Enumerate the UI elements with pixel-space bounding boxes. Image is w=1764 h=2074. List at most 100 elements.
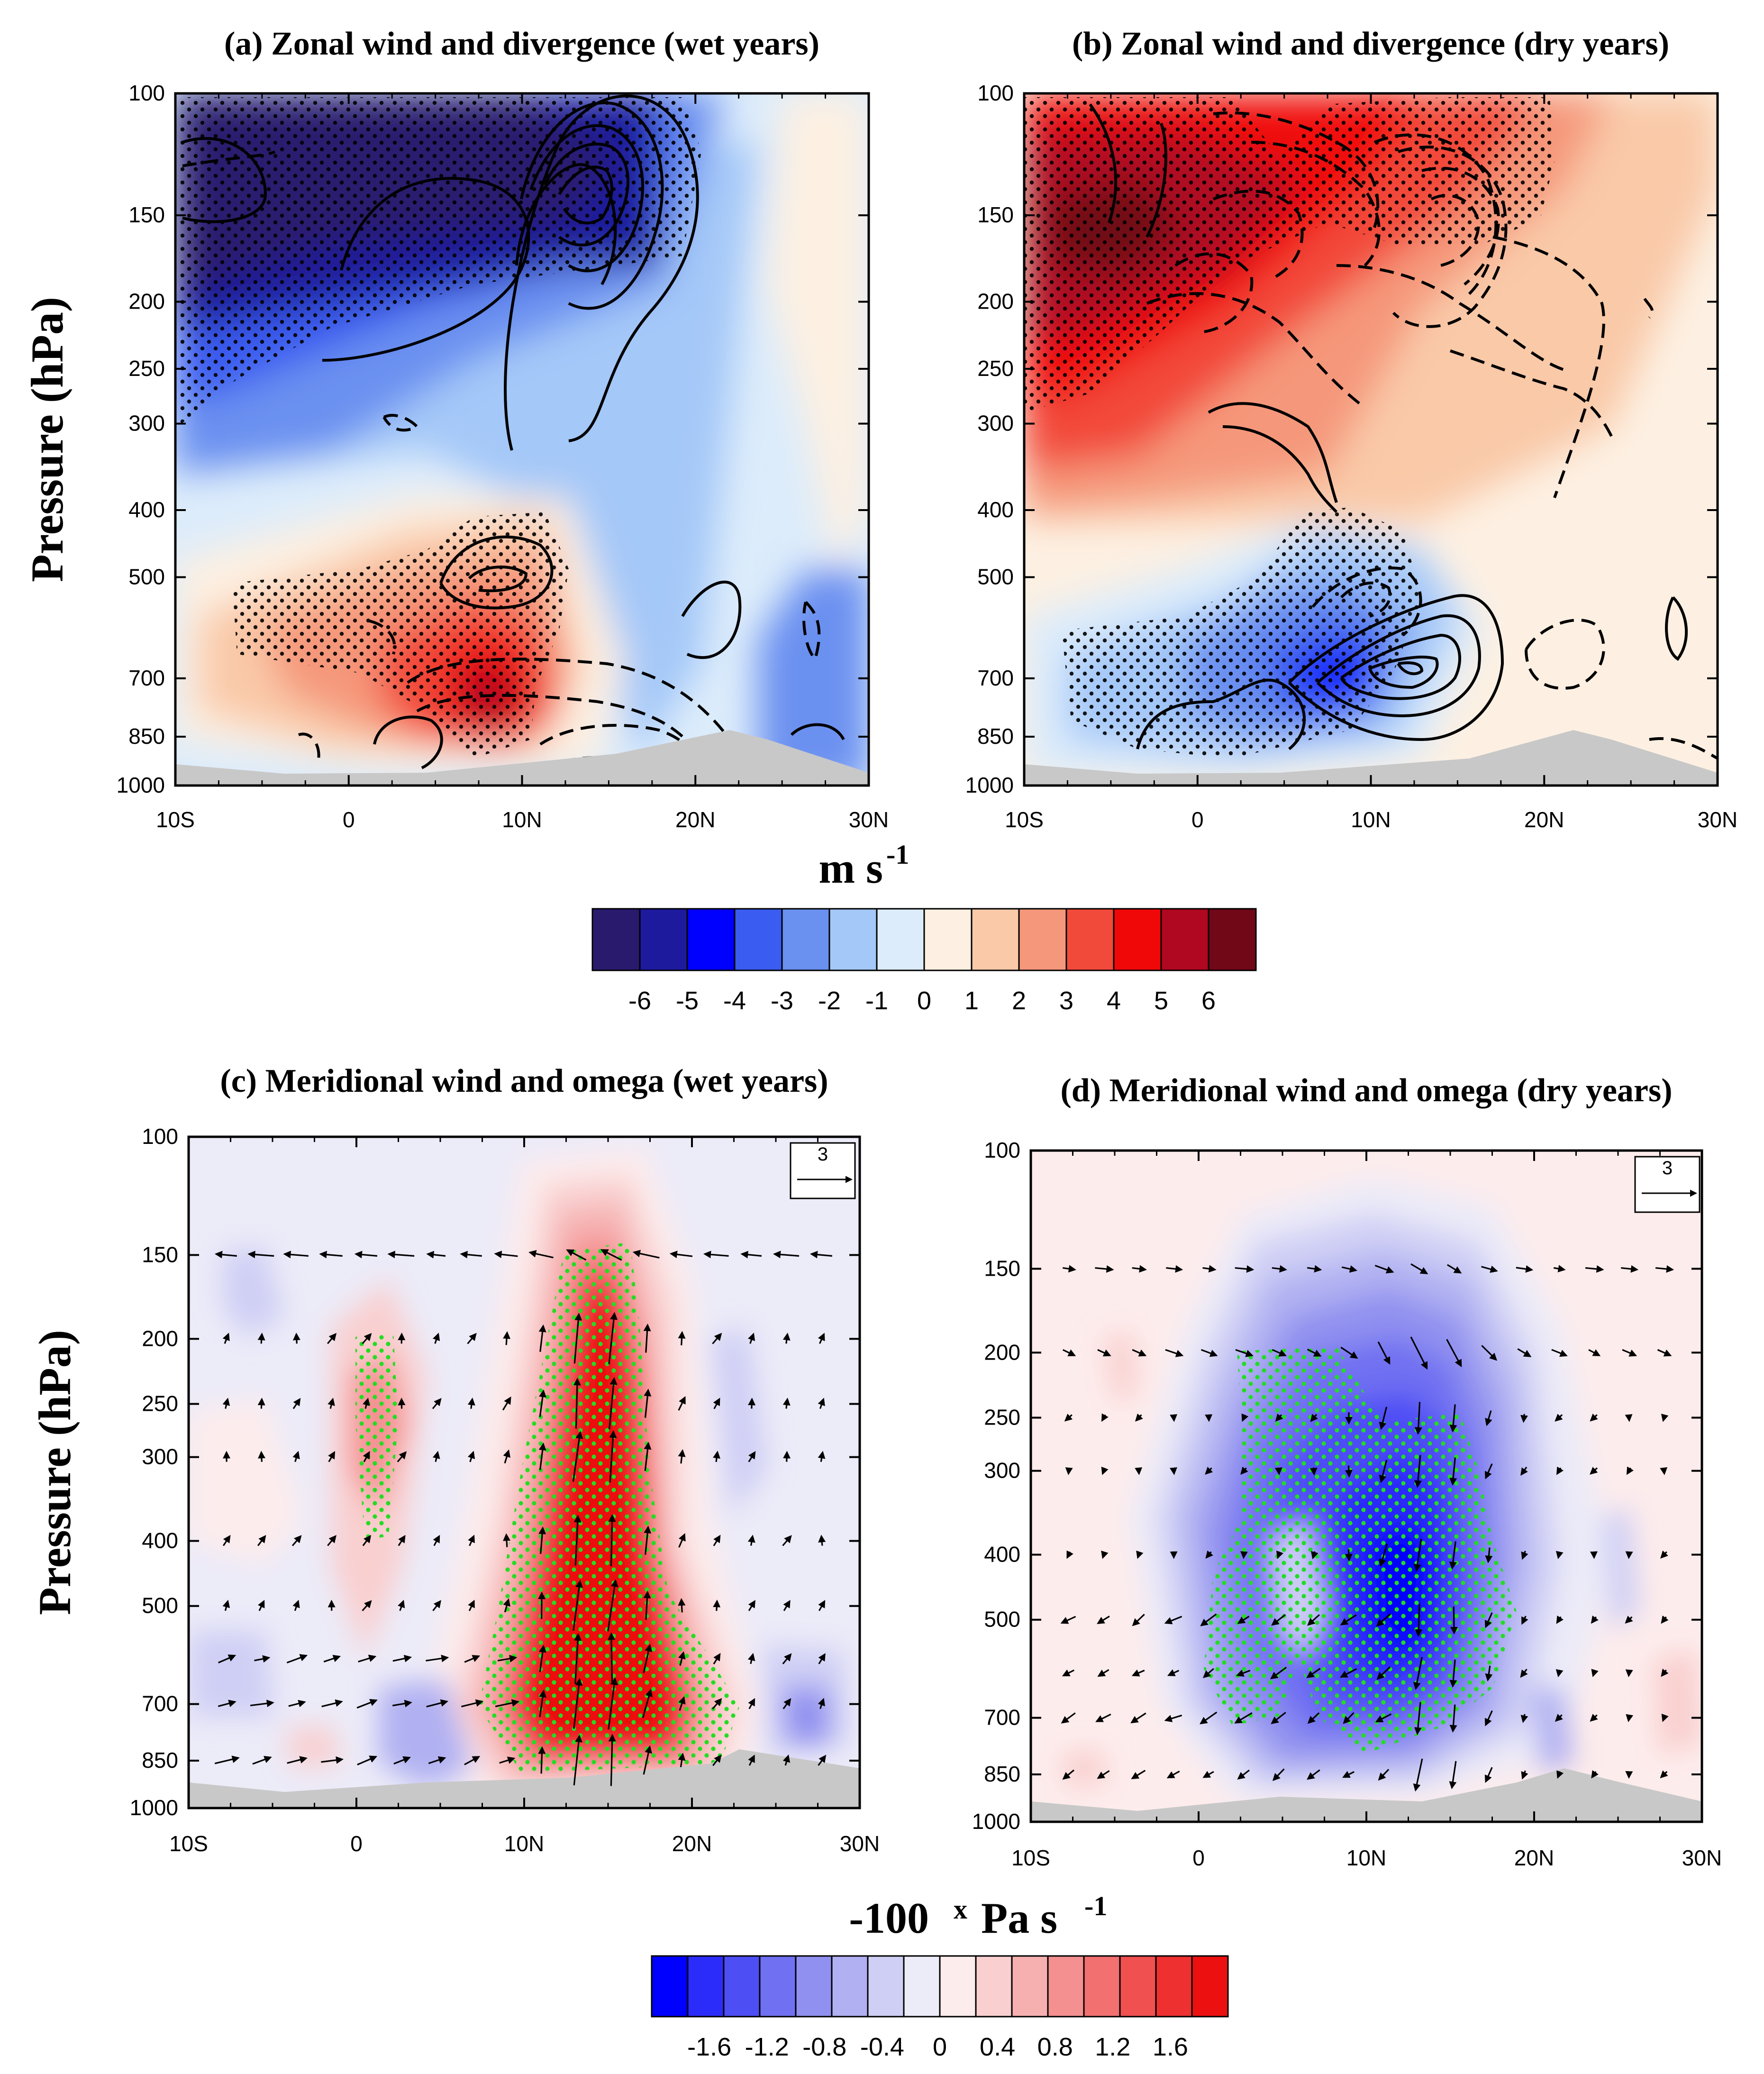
colorbar-swatch	[975, 1955, 1013, 2018]
panel-c-y-tick-label: 100	[142, 1124, 178, 1149]
colorbar-swatch	[1191, 1955, 1229, 2018]
wind-vector	[247, 1251, 274, 1259]
wind-vector	[747, 1535, 755, 1546]
panel-d-wind-vectors	[1060, 1263, 1674, 1792]
colorbar-swatch	[971, 908, 1020, 971]
wind-vector	[503, 1331, 511, 1345]
wind-vector	[1626, 1714, 1634, 1722]
wind-vector	[426, 1654, 449, 1663]
panel-b-x-tick-label: 10S	[1005, 807, 1044, 832]
wind-vector	[1520, 1466, 1528, 1476]
wind-vector	[748, 1599, 755, 1611]
wind-vector	[1485, 1547, 1493, 1563]
wind-vector	[464, 1655, 481, 1663]
wind-vector	[608, 1734, 616, 1786]
colorbar-wind: m s -1 -6 -5 -4 -3 -2 -1 0 1 2 3 4 5 6	[591, 839, 1257, 1015]
colorbar-swatch	[831, 1955, 869, 2018]
wind-vector	[426, 1251, 446, 1259]
wind-vector	[1132, 1614, 1145, 1626]
wind-vector	[1556, 1466, 1564, 1475]
wind-vector	[1661, 1615, 1669, 1624]
wind-vector	[1235, 1265, 1255, 1273]
wind-vector	[1237, 1769, 1250, 1780]
wind-vector	[1276, 1550, 1283, 1559]
wind-vector	[292, 1333, 300, 1344]
wind-vector	[1131, 1770, 1146, 1780]
panel-a-y-tick-label: 150	[128, 202, 165, 227]
wind-vector	[818, 1398, 825, 1409]
colorbar-label: 6	[1201, 987, 1216, 1015]
wind-vector	[678, 1533, 686, 1548]
wind-vector	[1481, 1265, 1498, 1273]
wind-vector	[357, 1755, 378, 1765]
colorbar-swatch	[1011, 1955, 1049, 2018]
wind-vector	[1555, 1669, 1564, 1678]
wind-vector	[292, 1451, 300, 1462]
wind-vector	[502, 1396, 511, 1411]
wind-vector	[250, 1699, 274, 1708]
colorbar-label: -3	[771, 987, 793, 1015]
wind-vector	[1591, 1770, 1599, 1779]
colorbar-swatch	[1155, 1955, 1193, 2018]
wind-vector	[773, 1251, 800, 1259]
wind-vector	[1414, 1402, 1422, 1435]
wind-vector	[782, 1653, 792, 1664]
wind-vector	[1270, 1666, 1287, 1680]
wind-vector	[782, 1698, 791, 1709]
panel-c-y-tick-label: 700	[142, 1691, 178, 1716]
wind-vector	[428, 1756, 446, 1764]
wind-vector	[1234, 1712, 1253, 1724]
panel-a-y-tick-label: 850	[128, 724, 165, 749]
wind-vector	[538, 1526, 546, 1554]
panel-c-y-tick-label: 400	[142, 1528, 178, 1553]
colorbar-wind-unit: m s	[819, 844, 883, 892]
wind-vector	[1626, 1466, 1634, 1475]
panel-b-field	[1024, 93, 1718, 786]
wind-vector	[1590, 1467, 1598, 1475]
wind-vector	[1449, 1404, 1457, 1433]
colorbar-label: -0.4	[860, 2033, 904, 2061]
wind-vector	[1413, 1758, 1423, 1792]
panel-d-y-tick-label: 100	[984, 1138, 1020, 1162]
wind-vector	[1097, 1615, 1110, 1624]
wind-vector	[669, 1251, 693, 1259]
colorbar-label: 0	[917, 987, 931, 1015]
colorbar-swatch	[828, 908, 878, 971]
wind-vector	[1520, 1714, 1528, 1723]
wind-vector	[1345, 1465, 1353, 1478]
panel-a-x-tick-label: 10S	[156, 807, 195, 832]
wind-vector	[257, 1398, 265, 1409]
panel-c-field	[189, 1137, 860, 1808]
panel-d-x-tick-label: 10S	[1011, 1846, 1050, 1870]
wind-vector	[254, 1655, 271, 1663]
wind-vector	[464, 1756, 481, 1765]
wind-vector	[1376, 1666, 1391, 1680]
wind-vector	[643, 1590, 651, 1620]
panel-b-y-tick-label: 150	[977, 202, 1014, 227]
wind-vector	[1449, 1541, 1457, 1570]
colorbar-label: -0.8	[802, 2033, 846, 2061]
panel-c-y-tick-label: 1000	[130, 1795, 178, 1820]
colorbar-swatch	[923, 908, 973, 971]
wind-vector	[467, 1398, 475, 1409]
wind-vector	[818, 1653, 826, 1664]
wind-vector	[1449, 1659, 1457, 1688]
wind-vector	[214, 1251, 237, 1259]
wind-vector	[1063, 1265, 1076, 1273]
wind-vector	[703, 1251, 729, 1259]
wind-vector	[643, 1745, 653, 1775]
wind-vector	[1484, 1612, 1493, 1628]
panel-c-x-tick-label: 10N	[504, 1831, 544, 1856]
wind-vector	[1205, 1466, 1213, 1475]
wind-vector	[1588, 1349, 1601, 1356]
wind-vector	[387, 1251, 415, 1259]
wind-vector	[1166, 1770, 1180, 1779]
wind-vector	[1660, 1550, 1668, 1559]
wind-vector	[461, 1699, 484, 1708]
wind-vector	[1170, 1467, 1177, 1475]
wind-vector	[497, 1654, 518, 1663]
wind-vector	[573, 1678, 583, 1729]
wind-vector	[538, 1324, 546, 1352]
wind-vector	[258, 1451, 266, 1462]
panel-c-x-tick-label: 30N	[840, 1831, 880, 1856]
